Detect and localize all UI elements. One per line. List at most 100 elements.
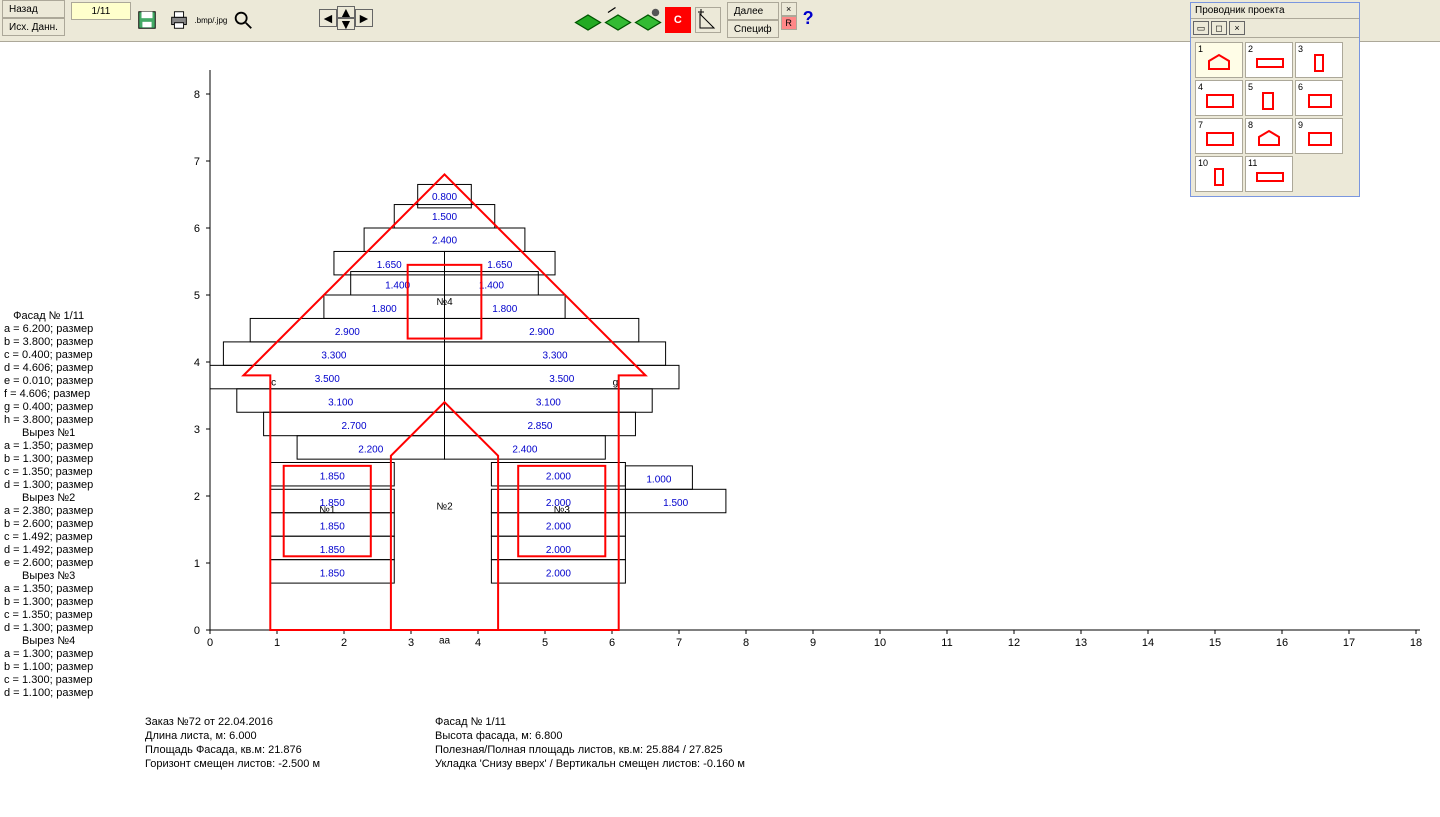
svg-text:3.500: 3.500 (549, 374, 574, 385)
svg-text:2: 2 (341, 637, 347, 649)
svg-text:15: 15 (1209, 637, 1221, 649)
print-icon[interactable] (165, 6, 193, 34)
svg-text:2.400: 2.400 (512, 444, 537, 455)
svg-text:0.800: 0.800 (432, 192, 457, 203)
svg-text:12: 12 (1008, 637, 1020, 649)
svg-text:1.650: 1.650 (487, 260, 512, 271)
explorer-item-7[interactable]: 7 (1195, 118, 1243, 154)
explorer-item-8[interactable]: 8 (1245, 118, 1293, 154)
footer-right: Фасад № 1/11 Высота фасада, м: 6.800 Пол… (435, 715, 745, 771)
svg-text:1.650: 1.650 (377, 260, 402, 271)
svg-text:1.850: 1.850 (320, 471, 345, 482)
svg-text:7: 7 (194, 156, 200, 168)
facade-parameters: Фасад № 1/11 a = 6.200; размер b = 3.800… (4, 310, 93, 700)
svg-text:1.500: 1.500 (432, 212, 457, 223)
close-small-button[interactable]: × (781, 2, 797, 16)
nav-down-icon[interactable]: ▼ (337, 18, 355, 30)
explorer-close-icon[interactable]: × (1229, 21, 1245, 35)
angle-tool-icon[interactable] (695, 7, 721, 33)
save-icon[interactable] (133, 6, 161, 34)
svg-text:9: 9 (810, 637, 816, 649)
svg-text:10: 10 (874, 637, 886, 649)
svg-text:aa: aa (439, 635, 451, 646)
c-button[interactable]: C (665, 7, 691, 33)
svg-text:11: 11 (941, 637, 952, 649)
explorer-item-9[interactable]: 9 (1295, 118, 1343, 154)
explorer-item-6[interactable]: 6 (1295, 80, 1343, 116)
svg-text:5: 5 (542, 637, 548, 649)
r-button[interactable]: R (781, 16, 797, 30)
svg-text:1.500: 1.500 (663, 498, 688, 509)
svg-text:0: 0 (207, 637, 213, 649)
back-button[interactable]: Назад (2, 0, 65, 18)
svg-text:6: 6 (609, 637, 615, 649)
svg-text:5: 5 (194, 290, 200, 302)
svg-text:1.400: 1.400 (479, 280, 504, 291)
svg-text:2.000: 2.000 (546, 568, 571, 579)
explorer-item-5[interactable]: 5 (1245, 80, 1293, 116)
svg-text:6: 6 (194, 223, 200, 235)
svg-text:3.300: 3.300 (321, 351, 346, 362)
svg-text:1.800: 1.800 (372, 304, 397, 315)
svg-text:3.100: 3.100 (328, 398, 353, 409)
sheet-tool-3-icon[interactable] (633, 6, 663, 34)
svg-text:1.850: 1.850 (320, 522, 345, 533)
svg-text:1.850: 1.850 (320, 545, 345, 556)
svg-text:2.200: 2.200 (358, 444, 383, 455)
export-bmp-jpg-button[interactable]: .bmp/.jpg (197, 6, 225, 34)
svg-text:2.000: 2.000 (546, 471, 571, 482)
page-indicator: 1/11 (71, 2, 131, 20)
svg-text:№2: №2 (436, 501, 453, 512)
explorer-item-1[interactable]: 1 (1195, 42, 1243, 78)
sheet-tool-2-icon[interactable] (603, 6, 633, 34)
svg-text:№3: №3 (554, 505, 571, 516)
svg-text:1: 1 (194, 558, 200, 570)
svg-text:3.100: 3.100 (536, 398, 561, 409)
spec-button[interactable]: Специф (727, 20, 779, 38)
nav-right-icon[interactable]: ► (355, 9, 373, 27)
svg-text:3.300: 3.300 (543, 351, 568, 362)
svg-text:3: 3 (194, 424, 200, 436)
svg-text:7: 7 (676, 637, 682, 649)
explorer-title: Проводник проекта (1191, 3, 1359, 19)
svg-text:8: 8 (743, 637, 749, 649)
svg-text:2: 2 (194, 491, 200, 503)
svg-text:0: 0 (194, 625, 200, 637)
svg-text:g: g (613, 377, 619, 388)
source-data-button[interactable]: Исх. Данн. (2, 18, 65, 36)
svg-text:3: 3 (408, 637, 414, 649)
svg-text:1.850: 1.850 (320, 568, 345, 579)
explorer-tab-2[interactable]: ◻ (1211, 21, 1227, 35)
svg-text:2.700: 2.700 (342, 421, 367, 432)
svg-text:c: c (271, 377, 276, 388)
explorer-item-3[interactable]: 3 (1295, 42, 1343, 78)
explorer-tab-1[interactable]: ▭ (1193, 21, 1209, 35)
svg-text:18: 18 (1410, 637, 1422, 649)
svg-text:1: 1 (274, 637, 280, 649)
explorer-item-4[interactable]: 4 (1195, 80, 1243, 116)
svg-text:14: 14 (1142, 637, 1154, 649)
svg-text:3.500: 3.500 (315, 374, 340, 385)
svg-text:2.400: 2.400 (432, 235, 457, 246)
svg-text:2.000: 2.000 (546, 522, 571, 533)
zoom-icon[interactable] (229, 6, 257, 34)
sheet-tool-1-icon[interactable] (573, 6, 603, 34)
svg-text:1.800: 1.800 (492, 304, 517, 315)
svg-text:2.900: 2.900 (529, 327, 554, 338)
project-explorer-panel: Проводник проекта ▭ ◻ × 123 456 789 1011 (1190, 2, 1360, 197)
explorer-item-10[interactable]: 10 (1195, 156, 1243, 192)
svg-text:16: 16 (1276, 637, 1288, 649)
explorer-item-11[interactable]: 11 (1245, 156, 1293, 192)
svg-text:4: 4 (475, 637, 481, 649)
svg-text:8: 8 (194, 89, 200, 101)
svg-text:1.000: 1.000 (646, 475, 671, 486)
svg-text:2.000: 2.000 (546, 545, 571, 556)
explorer-item-2[interactable]: 2 (1245, 42, 1293, 78)
svg-text:№1: №1 (319, 505, 336, 516)
help-icon[interactable]: ? (803, 8, 814, 29)
next-button[interactable]: Далее (727, 2, 779, 20)
nav-left-icon[interactable]: ◄ (319, 9, 337, 27)
footer-left: Заказ №72 от 22.04.2016 Длина листа, м: … (145, 715, 320, 771)
svg-text:4: 4 (194, 357, 200, 369)
svg-text:2.900: 2.900 (335, 327, 360, 338)
